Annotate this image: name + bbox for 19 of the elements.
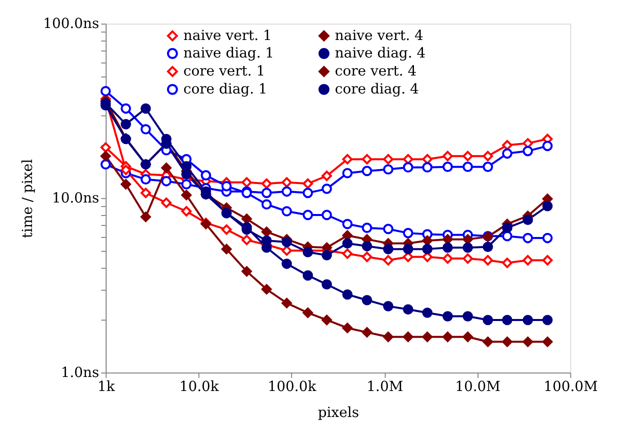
x-tick-label: 100.0k (268, 378, 317, 395)
legend-label: naive vert. 4 (334, 28, 424, 44)
x-tick-label: 1.0M (366, 378, 404, 395)
y-tick-label: 1.0ns (60, 364, 100, 381)
legend-label: core vert. 1 (183, 63, 266, 80)
x-tick-label: 100.0M (544, 378, 598, 395)
y-tick-label: 100.0ns (43, 16, 100, 32)
x-tick-label: 10.0M (455, 378, 500, 395)
legend-label: naive diag. 4 (334, 46, 426, 62)
legend-label: core vert. 4 (334, 63, 417, 80)
x-axis-title: pixels (318, 404, 359, 421)
legend-label: core diag. 4 (334, 81, 419, 98)
legend-label: naive vert. 1 (183, 28, 272, 44)
y-tick-label: 10.0ns (52, 190, 100, 207)
legend-label: naive diag. 1 (183, 46, 274, 62)
x-tick-label: 1k (98, 378, 116, 395)
y-axis-title: time / pixel (20, 158, 36, 238)
legend-label: core diag. 1 (183, 81, 268, 98)
x-tick-label: 10.0k (179, 378, 220, 395)
